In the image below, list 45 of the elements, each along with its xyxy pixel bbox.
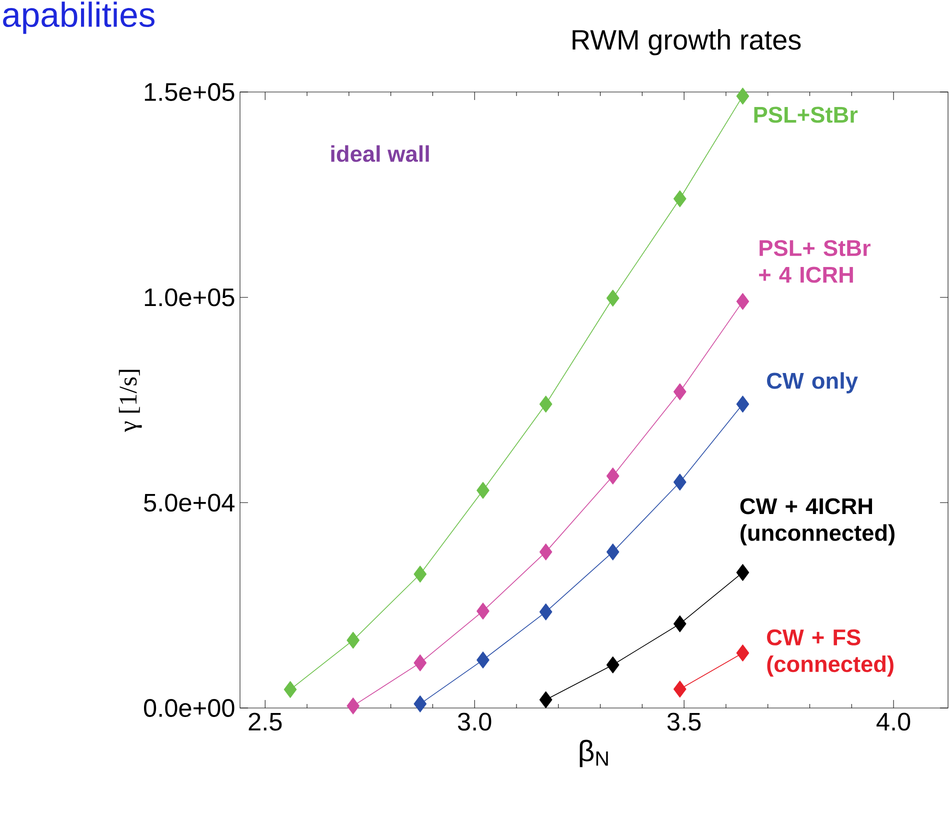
point	[673, 383, 686, 400]
point	[736, 293, 750, 310]
point	[736, 564, 750, 581]
point	[606, 290, 620, 307]
point	[346, 632, 360, 649]
point	[284, 681, 297, 698]
point	[539, 691, 552, 708]
point	[606, 468, 620, 484]
point	[539, 396, 552, 413]
y-axis-title: γ [1/s]	[118, 370, 142, 432]
point	[736, 396, 750, 413]
point	[736, 88, 750, 105]
series-label: PSL+ StBr + 4 ICRH	[759, 240, 870, 283]
x-tick-label: 4.0	[876, 712, 910, 731]
series-label: CW only	[767, 372, 858, 394]
point	[539, 604, 552, 620]
x-axis-title: β$_{N}$	[580, 740, 608, 768]
point	[476, 652, 490, 668]
point	[539, 544, 552, 560]
x-tick-label: 3.0	[458, 712, 492, 731]
point	[673, 680, 686, 698]
chart-title: RWM growth rates	[572, 29, 801, 56]
point	[476, 602, 490, 620]
point	[673, 474, 686, 491]
legend-label: CW + 4ICRH (unconnected)	[740, 498, 894, 546]
y-tick-label: 5.0e+04	[144, 494, 235, 512]
point	[346, 698, 360, 714]
series-label: CW + FS (connected)	[767, 629, 894, 677]
point	[476, 482, 490, 499]
x-tick-label: 3.5	[667, 712, 701, 731]
y-tick-label: 0.0e+00	[144, 699, 234, 717]
point	[673, 190, 686, 208]
point	[606, 656, 620, 674]
annotation: ideal wall	[331, 145, 429, 162]
point	[736, 644, 750, 662]
text: apabilities	[3, 2, 154, 34]
y-tick-label: 1.0e+05	[144, 288, 234, 306]
point	[414, 695, 427, 712]
series-label: PSL+StBr	[754, 106, 858, 123]
point	[414, 566, 427, 583]
x-tick-label: 2.5	[248, 712, 282, 731]
y-tick-label: 1.5e+05	[144, 83, 234, 101]
point	[414, 654, 427, 672]
point	[673, 615, 686, 632]
point	[606, 544, 620, 560]
